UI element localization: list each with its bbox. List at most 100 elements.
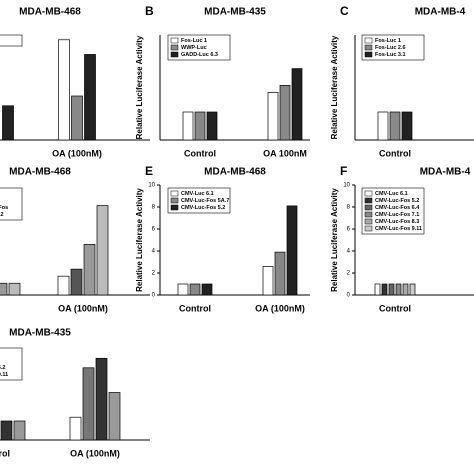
bar: [201, 283, 213, 296]
y-tick-label: 0: [347, 293, 351, 299]
y-tick-label: 10: [148, 183, 155, 189]
legend-label: -Luc-Fos 9.11: [0, 372, 8, 378]
legend-swatch: [170, 51, 179, 58]
panel-letter: F: [340, 164, 347, 178]
y-axis-label: Relative Luciferase Activity: [330, 35, 339, 139]
x-tick-label: Control: [379, 303, 411, 313]
bar: [274, 251, 286, 296]
legend-label: Fos-Luc 1: [181, 38, 207, 44]
legend-swatch: [364, 190, 373, 197]
legend-swatch: [364, 51, 373, 58]
legend-swatch: [364, 44, 373, 51]
y-tick-label: 6: [152, 227, 156, 233]
bar: [401, 111, 413, 141]
bar: [82, 367, 95, 441]
legend-box: [0, 34, 23, 47]
legend-swatch: [170, 204, 179, 211]
bar: [70, 268, 83, 296]
chart-title: MDA-MB-435: [9, 328, 71, 339]
bar: [95, 357, 108, 441]
x-tick-label: ntrol: [0, 448, 10, 458]
legend-swatch: [170, 37, 179, 44]
bar: [177, 283, 189, 296]
y-tick-label: 2: [152, 271, 156, 277]
y-axis-label: Relative Luciferase Activity: [135, 188, 144, 292]
x-tick-label: OA (100nM): [52, 148, 102, 158]
legend-swatch: [364, 37, 373, 44]
bar: [286, 205, 298, 296]
x-tick-label: Control: [179, 303, 211, 313]
legend-box: [167, 187, 231, 214]
bar: [0, 282, 8, 296]
bar: [291, 68, 303, 141]
bar: [194, 111, 206, 141]
legend-label: CMV-Luc-Fos 9.11: [375, 226, 422, 232]
legend-swatch: [170, 197, 179, 204]
bar: [279, 85, 291, 141]
legend-label: CMV-Luc-Fos 8.3: [375, 219, 419, 225]
bar: [395, 283, 402, 296]
bar: [206, 111, 218, 141]
y-axis-label: Relative Luciferase Activity: [135, 35, 144, 139]
panel-letter: B: [145, 4, 154, 18]
x-tick-label: OA 100nM: [263, 148, 307, 158]
chart-title: MDA-MB-468: [204, 167, 266, 178]
chart-title: MDA-MB-4: [420, 167, 471, 178]
bar: [69, 416, 82, 441]
bar: [13, 420, 26, 441]
y-tick-label: 10: [343, 183, 350, 189]
legend-label: Luc-Fos 5.2: [0, 212, 4, 218]
bar: [58, 39, 70, 141]
chart-title: MDA-MB-435: [204, 7, 266, 18]
legend-box: [361, 34, 425, 61]
bar: [108, 392, 121, 441]
y-tick-label: 0: [152, 293, 156, 299]
legend-label: CMV-Luc-Fos 5A.7: [181, 198, 229, 204]
y-tick-label: 2: [347, 271, 351, 277]
legend-box: [361, 187, 425, 235]
legend-label: CMV-Luc-Fos 5.2: [375, 198, 419, 204]
bar: [84, 54, 96, 141]
bar: [377, 111, 389, 141]
bar: [2, 105, 14, 141]
legend-label: GADD-Luc 6.3: [181, 52, 218, 58]
legend-label: CMV-Luc-Fos 6.4: [375, 205, 420, 211]
bar: [389, 111, 401, 141]
y-tick-label: 4: [347, 249, 351, 255]
bar: [388, 283, 395, 296]
bar: [267, 92, 279, 141]
legend-swatch: [364, 218, 373, 225]
bar: [409, 283, 416, 296]
bar: [262, 266, 274, 296]
bar: [71, 95, 83, 141]
legend-label: Fos-Luc 1: [375, 38, 401, 44]
bar: [189, 283, 201, 296]
bar: [402, 283, 409, 296]
legend-swatch: [364, 211, 373, 218]
legend-swatch: [170, 190, 179, 197]
bar: [96, 205, 109, 296]
legend-box: [167, 34, 231, 61]
chart-title: MDA-MB-4: [415, 7, 466, 18]
legend-label: CMV-Luc-Fos 5.2: [181, 205, 225, 211]
legend-label: CMV-Luc-Fos: [0, 205, 8, 211]
bar: [8, 282, 21, 296]
bar: [182, 111, 194, 141]
y-axis-label: Relative Luciferase Activity: [330, 188, 339, 292]
legend-swatch: [364, 204, 373, 211]
y-tick-label: 8: [347, 205, 351, 211]
legend-label: Fos-Luc 2.6: [375, 45, 406, 51]
chart-title: MDA-MB-468: [19, 7, 81, 18]
legend-box: [0, 187, 23, 221]
bar: [374, 283, 381, 296]
legend-label: Fos-Luc 3.1: [375, 52, 406, 58]
chart-title: MDA-MB-468: [9, 167, 71, 178]
x-tick-label: Control: [379, 148, 411, 158]
bar: [83, 244, 96, 296]
panel-letter: E: [145, 164, 153, 178]
x-tick-label: OA (100nM): [255, 303, 305, 313]
bar: [381, 283, 388, 296]
bar: [57, 275, 70, 296]
legend-box: [0, 347, 23, 381]
